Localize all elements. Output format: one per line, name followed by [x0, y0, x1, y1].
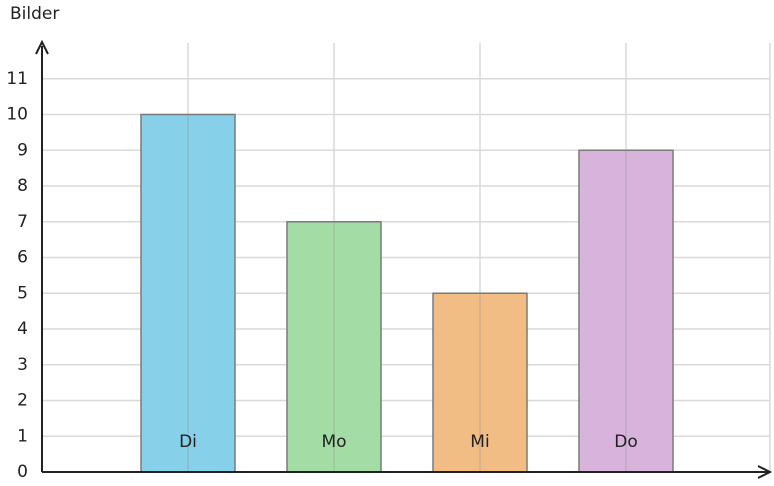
bar — [432, 292, 528, 473]
x-tick-label: Di — [179, 432, 197, 452]
bar — [140, 113, 236, 473]
y-tick-label: 5 — [17, 283, 28, 303]
y-tick-label: 10 — [6, 105, 28, 125]
x-tick-label: Mi — [470, 432, 489, 452]
y-tick-label: 8 — [17, 176, 28, 196]
y-tick-label: 3 — [17, 355, 28, 375]
y-tick-label: 1 — [17, 426, 28, 446]
y-tick-label: 4 — [17, 319, 28, 339]
y-tick-label: 6 — [17, 248, 28, 268]
x-tick-label: Mo — [321, 432, 346, 452]
y-axis-arrow — [35, 39, 49, 55]
y-tick-label: 2 — [17, 391, 28, 411]
bar — [286, 221, 382, 473]
y-tick-label: 0 — [17, 462, 28, 482]
y-tick-label: 9 — [17, 140, 28, 160]
x-axis-arrow — [757, 465, 773, 479]
y-axis-label: Bilder — [10, 4, 59, 24]
bar — [578, 149, 674, 473]
y-tick-label: 11 — [6, 69, 28, 89]
y-tick-label: 7 — [17, 212, 28, 232]
x-tick-label: Do — [614, 432, 638, 452]
